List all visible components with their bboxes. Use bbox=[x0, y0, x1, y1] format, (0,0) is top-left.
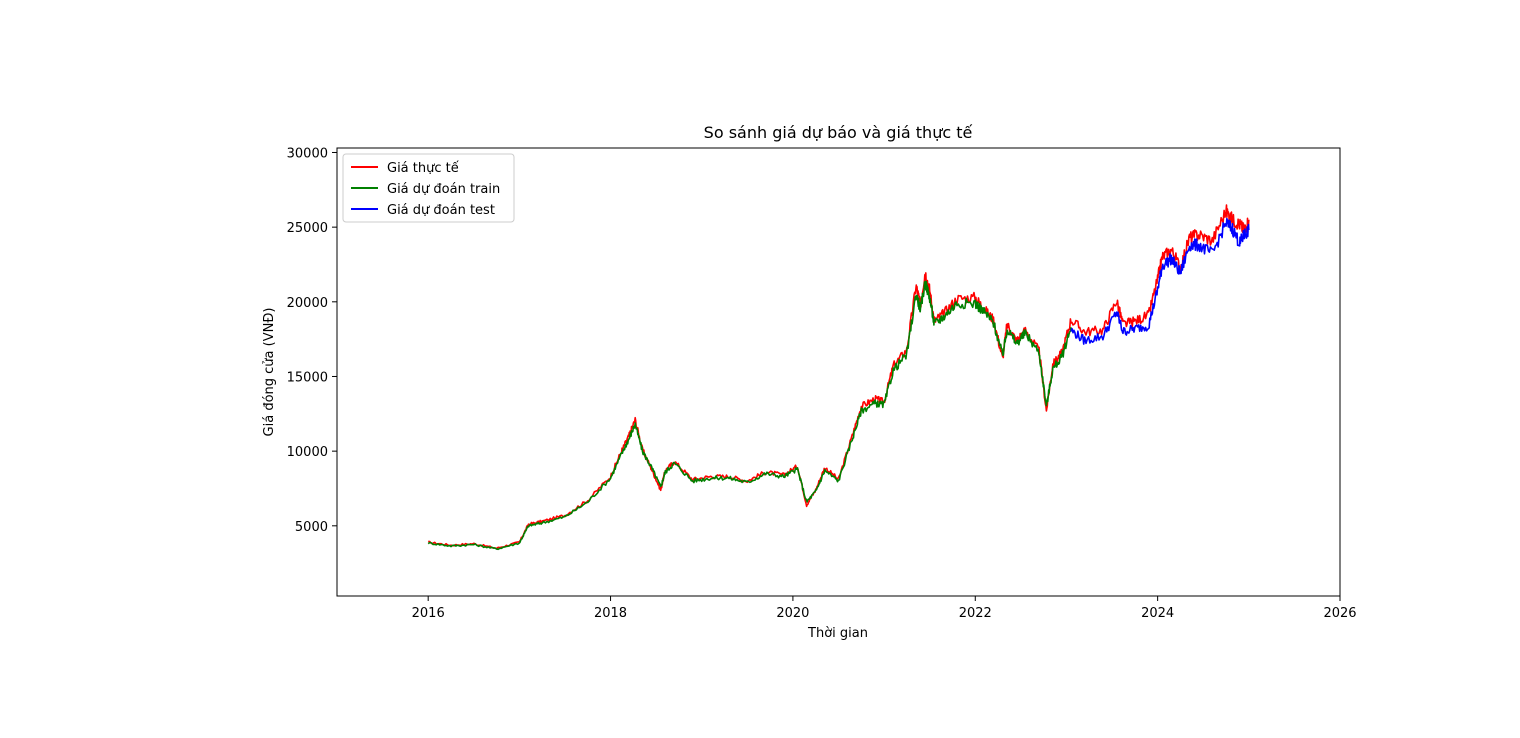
x-tick-label: 2016 bbox=[412, 606, 445, 621]
x-tick-label: 2020 bbox=[776, 606, 809, 621]
y-tick-label: 25000 bbox=[287, 221, 328, 236]
legend-label-2: Giá dự đoán train bbox=[387, 182, 500, 197]
x-axis-label: Thời gian bbox=[807, 626, 868, 641]
y-axis-label: Giá đóng cửa (VNĐ) bbox=[262, 308, 277, 437]
y-tick-label: 20000 bbox=[287, 296, 328, 311]
x-tick-label: 2018 bbox=[594, 606, 627, 621]
legend-label-3: Giá dự đoán test bbox=[387, 203, 495, 218]
x-tick-label: 2026 bbox=[1323, 606, 1356, 621]
y-tick-label: 15000 bbox=[287, 370, 328, 385]
chart-title: So sánh giá dự báo và giá thực tế bbox=[704, 123, 973, 142]
y-tick-label: 10000 bbox=[287, 445, 328, 460]
legend-label-1: Giá thực tế bbox=[387, 161, 459, 176]
y-tick-label: 5000 bbox=[295, 520, 328, 535]
y-tick-label: 30000 bbox=[287, 146, 328, 161]
x-tick-label: 2022 bbox=[959, 606, 992, 621]
legend: Giá thực tế Giá dự đoán train Giá dự đoán … bbox=[343, 154, 514, 222]
x-tick-label: 2024 bbox=[1141, 606, 1174, 621]
